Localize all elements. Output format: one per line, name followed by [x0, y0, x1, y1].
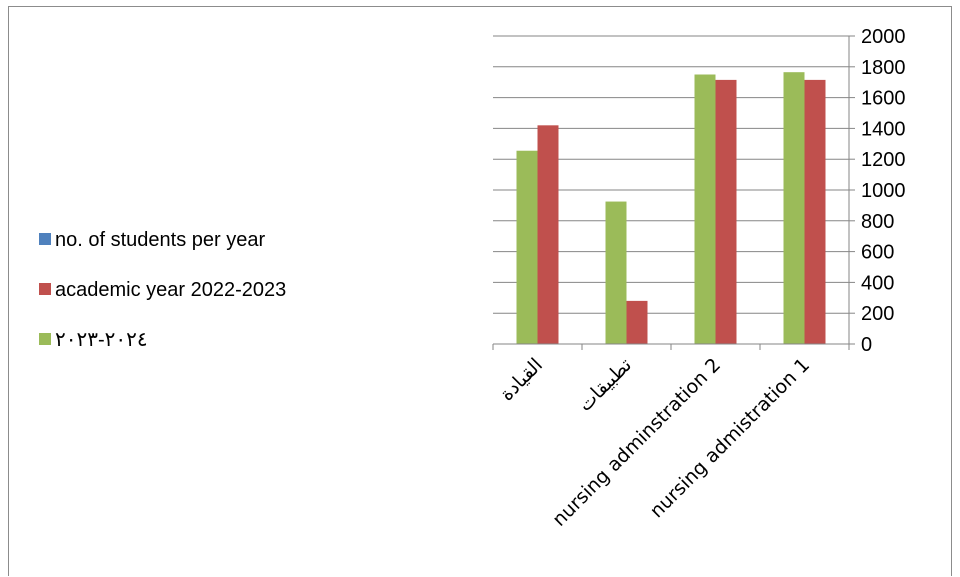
y-tick-label: 0	[861, 334, 872, 356]
y-tick-label: 200	[861, 303, 894, 325]
y-tick-label: 400	[861, 272, 894, 294]
y-tick-label: 1400	[861, 118, 906, 140]
y-tick-label: 1200	[861, 149, 906, 171]
y-tick-label: 800	[861, 211, 894, 233]
bar	[605, 201, 627, 344]
axes	[492, 35, 855, 350]
y-tick-label: 1600	[861, 88, 906, 110]
x-category-label: nursing admistration 1	[646, 354, 814, 522]
legend-label: no. of students per year	[55, 229, 265, 251]
legend-swatch	[39, 333, 51, 345]
bar-chart: 0 200 400 600 800 1000 1200 1400 1600 1800 2000 ال…	[39, 26, 906, 531]
bar	[537, 125, 559, 344]
bar	[694, 74, 716, 344]
x-category-label: تطبيقات	[574, 354, 636, 416]
bar	[715, 79, 737, 344]
legend-swatch	[39, 233, 51, 245]
bar	[783, 72, 805, 344]
bar	[626, 300, 648, 344]
legend-swatch	[39, 283, 51, 295]
bar	[516, 150, 538, 344]
legend-label: ٢٠٢٤-٢٠٢٣	[55, 329, 148, 351]
legend-label: academic year 2022-2023	[55, 279, 286, 301]
chart-frame: 0 200 400 600 800 1000 1200 1400 1600 1800 2000 ال…	[8, 6, 952, 576]
bars	[516, 72, 826, 344]
y-tick-label: 1000	[861, 180, 906, 202]
x-category-label: nursing adminstration 2	[548, 354, 725, 531]
y-tick-labels: 0 200 400 600 800 1000 1200 1400 1600 1800 2000	[861, 26, 906, 356]
legend: no. of students per year academic year 20…	[39, 229, 286, 351]
y-tick-label: 1800	[861, 57, 906, 79]
x-category-label: القيادة	[496, 354, 547, 405]
y-tick-label: 600	[861, 242, 894, 264]
y-tick-label: 2000	[861, 26, 906, 48]
bar	[804, 79, 826, 344]
